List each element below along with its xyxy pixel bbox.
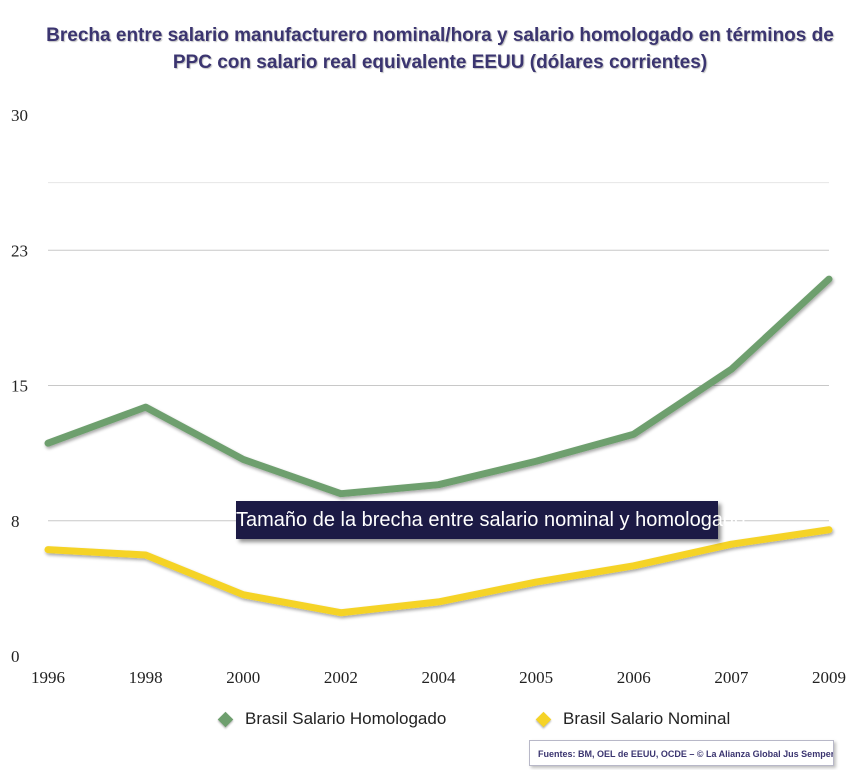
series-line-homologado [44, 275, 833, 498]
x-tick-label: 2002 [324, 668, 358, 687]
x-tick-label: 2006 [617, 668, 651, 687]
x-tick-label: 1996 [31, 668, 65, 687]
legend-label-nominal: Brasil Salario Nominal [563, 709, 731, 728]
source-note: Fuentes: BM, OEL de EEUU, OCDE – © La Al… [529, 740, 834, 766]
y-axis-ticks: 0 8 15 23 30 [11, 106, 28, 666]
x-tick-label: 2005 [519, 668, 553, 687]
series-line-nominal [44, 526, 833, 617]
gap-annotation-box: Tamaño de la brecha entre salario nomina… [236, 501, 745, 539]
x-axis-ticks: 1996 1998 2000 2002 2004 2005 2006 2007 2009 [31, 668, 846, 687]
y-tick-label: 30 [11, 106, 28, 125]
y-tick-label: 8 [11, 512, 20, 531]
y-tick-label: 23 [11, 241, 28, 260]
x-tick-label: 1998 [129, 668, 163, 687]
legend-marker-homologado [217, 711, 234, 727]
legend-item-nominal: Brasil Salario Nominal [535, 707, 731, 731]
chart-title-line-2: PPC con salario real equivalente EEUU (d… [172, 52, 708, 73]
chart-title-line-1: Brecha entre salario manufacturero nomin… [46, 25, 834, 46]
series-lines [44, 275, 833, 617]
legend-marker-nominal [535, 711, 552, 727]
x-tick-label: 2007 [714, 668, 749, 687]
legend-item-homologado: Brasil Salario Homologado [217, 707, 447, 731]
y-tick-label: 0 [11, 647, 20, 666]
x-tick-label: 2000 [226, 668, 260, 687]
y-tick-label: 15 [11, 377, 28, 396]
gridlines [48, 182, 829, 522]
x-tick-label: 2009 [812, 668, 846, 687]
x-tick-label: 2004 [422, 668, 457, 687]
chart-title: Brecha entre salario manufacturero nomin… [40, 22, 840, 76]
legend-label-homologado: Brasil Salario Homologado [245, 709, 447, 728]
